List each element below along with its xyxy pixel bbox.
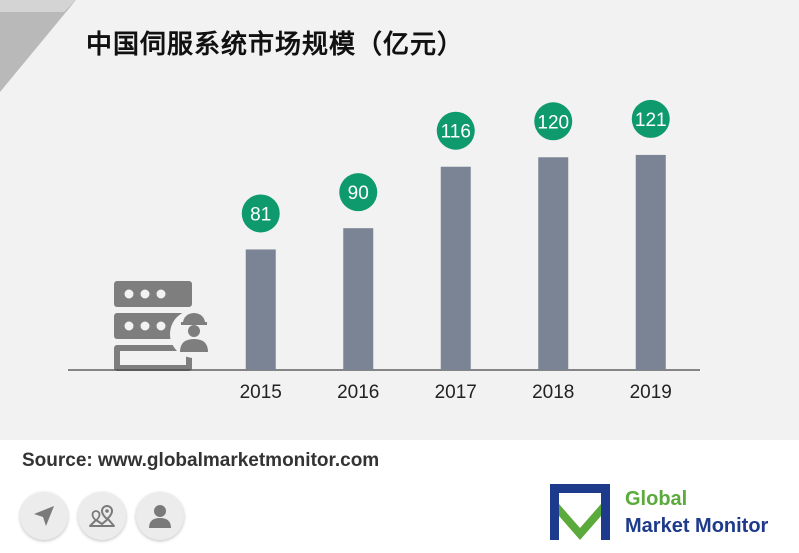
navigation-button[interactable] [20,492,68,540]
bar-2019 [635,154,666,370]
data-label-2017: 116 [441,122,471,143]
x-tick-label-2017: 2017 [435,382,477,403]
data-label-2016: 90 [348,183,369,204]
brand-name-line1: Global [625,488,688,510]
brand-name-line2: Market Monitor [625,515,769,537]
bar-2015 [245,249,276,370]
data-label-2019: 121 [635,110,667,131]
x-tick-label-2018: 2018 [532,382,574,403]
x-tick-label-2016: 2016 [337,382,379,403]
x-tick-label-2019: 2019 [630,382,672,403]
value-bubble-2018 [534,102,573,141]
bar-2017 [440,166,471,370]
value-bubble-2019 [631,99,670,138]
user-icon [149,505,171,528]
chart-title: 中国伺服系统市场规模（亿元） [86,30,465,60]
data-label-2015: 81 [250,204,271,225]
corner-tab-decoration [0,0,76,92]
server-worker-icon [114,281,218,371]
source-text: Source: www.globalmarketmonitor.com [22,450,380,471]
bar-chart: 81 2015 90 2016 116 2017 120 2018 121 2019 [68,99,700,403]
value-bubble-2017 [436,111,475,150]
global-market-monitor-logo [550,484,610,540]
navigation-arrow-icon [34,506,54,526]
value-bubble-2015 [241,194,280,233]
bar-2016 [343,228,374,370]
value-bubble-2016 [339,173,378,212]
map-button[interactable] [78,492,126,540]
bar-2018 [538,157,569,370]
data-label-2018: 120 [537,112,569,133]
x-tick-label-2015: 2015 [240,382,282,403]
map-pins-icon [89,504,115,527]
user-button[interactable] [136,492,184,540]
